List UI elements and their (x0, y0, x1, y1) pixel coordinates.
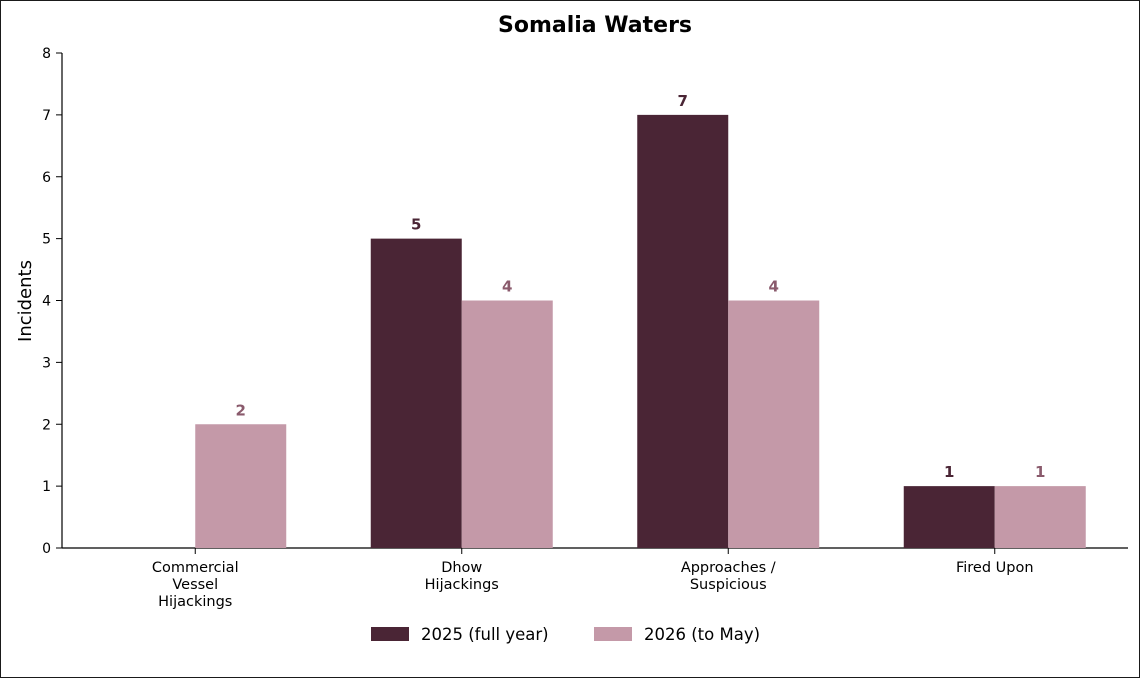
y-tick-label: 2 (42, 417, 51, 433)
bar-2026 (728, 300, 820, 548)
bar-2025 (903, 486, 995, 548)
y-tick-label: 0 (42, 541, 51, 557)
x-tick-label-line: Fired Upon (956, 560, 1034, 576)
bar-2026 (461, 300, 553, 548)
y-tick-label: 5 (42, 232, 51, 248)
x-tick-label-line: Commercial (152, 560, 239, 576)
bar-value-label: 1 (1035, 463, 1045, 481)
bar-value-label: 4 (769, 278, 779, 296)
bar-value-label: 2 (236, 401, 246, 419)
y-tick-label: 8 (42, 46, 51, 62)
bar-2025 (637, 114, 729, 548)
bar-2026 (994, 486, 1086, 548)
y-axis-label: Incidents (15, 260, 36, 342)
x-tick-label: Dhow Hijackings (425, 560, 499, 593)
x-tick-label-line: Approaches / (681, 560, 776, 576)
y-tick-label: 1 (42, 479, 51, 495)
x-tick-label-line: Hijackings (158, 594, 232, 610)
legend-label: 2025 (full year) (421, 625, 549, 644)
y-tick-label: 4 (42, 294, 51, 310)
legend-label: 2026 (to May) (644, 625, 760, 644)
x-tick-label: Approaches / Suspicious (681, 560, 776, 593)
x-tick-label: Commercial Vessel Hijackings (152, 560, 239, 610)
bar-value-label: 4 (502, 278, 512, 296)
legend: 2025 (full year) 2026 (to May) (371, 625, 760, 644)
x-tick-label-line: Suspicious (690, 577, 767, 593)
bar-value-label: 7 (678, 92, 688, 110)
legend-swatch (371, 627, 409, 641)
bar-2025 (370, 238, 462, 548)
value-labels: 2 5 4 7 4 1 1 (236, 92, 1046, 481)
bar-value-label: 5 (411, 216, 421, 234)
y-tick-label: 6 (42, 170, 51, 186)
y-tick-label: 3 (42, 355, 51, 371)
chart-title: Somalia Waters (498, 13, 692, 38)
bar-value-label: 1 (944, 463, 954, 481)
bar-2026 (195, 424, 287, 548)
x-tick-label: Fired Upon (956, 560, 1034, 576)
legend-swatch (594, 627, 632, 641)
x-tick-label-line: Vessel (172, 577, 218, 593)
x-tick-label-line: Dhow (441, 560, 482, 576)
x-tick-label-line: Hijackings (425, 577, 499, 593)
bars (195, 114, 1086, 548)
y-tick-label: 7 (42, 108, 51, 124)
